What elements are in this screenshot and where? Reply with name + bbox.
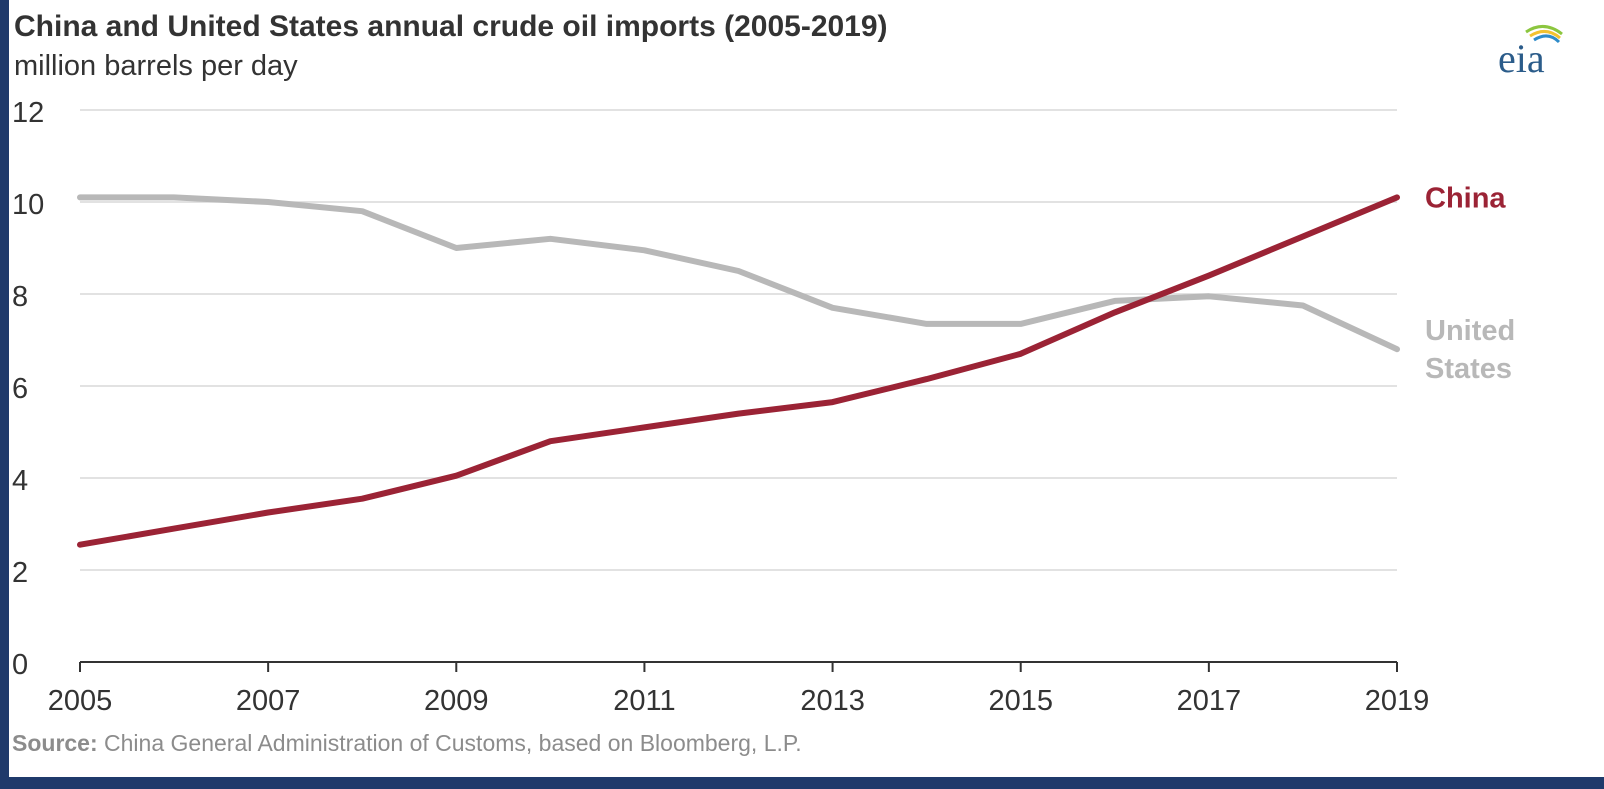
series-label-china: China <box>1425 182 1506 214</box>
series-line-china <box>77 194 1400 548</box>
x-tick-label: 2009 <box>424 685 489 717</box>
eia-logo-swoosh-yellow <box>1529 30 1561 40</box>
x-tick-label: 2005 <box>48 685 113 717</box>
x-tick-label: 2015 <box>988 685 1053 717</box>
eia-logo: eia <box>1498 25 1563 80</box>
eia-logo-swoosh-blue <box>1533 34 1561 44</box>
series-lines <box>77 194 1400 548</box>
x-tick-label: 2011 <box>613 685 675 717</box>
series-label-united-states: United <box>1425 315 1515 347</box>
bottom-border-strip <box>0 777 1604 789</box>
x-tick-label: 2019 <box>1365 685 1430 717</box>
gridlines <box>80 109 1397 571</box>
axes: 0 2 4 6 8 10 12 2005 2007 2009 2011 2013 2015 2017 201… <box>12 97 1429 717</box>
eia-logo-swoosh-green <box>1525 25 1563 36</box>
y-tick-label: 0 <box>12 649 28 681</box>
y-tick-label: 2 <box>12 557 28 589</box>
y-tick-label: 4 <box>12 465 28 497</box>
y-tick-label: 12 <box>12 97 44 129</box>
left-border-strip <box>0 0 9 789</box>
y-tick-label: 10 <box>12 189 44 221</box>
series-labels: China United States <box>1425 182 1515 385</box>
chart-title: China and United States annual crude oil… <box>14 10 888 43</box>
source-label: Source: <box>12 730 98 756</box>
series-line-united-states <box>77 194 1400 353</box>
chart-subtitle: million barrels per day <box>14 50 298 82</box>
y-tick-label: 8 <box>12 281 28 313</box>
x-tick-label: 2017 <box>1177 685 1242 717</box>
x-tick-label: 2007 <box>236 685 301 717</box>
source-note: Source: China General Administration of … <box>12 730 802 757</box>
source-text: China General Administration of Customs,… <box>97 730 802 756</box>
series-label-united-states: States <box>1425 353 1512 385</box>
eia-logo-text: eia <box>1498 36 1545 80</box>
y-tick-label: 6 <box>12 373 28 405</box>
x-tick-label: 2013 <box>800 685 865 717</box>
